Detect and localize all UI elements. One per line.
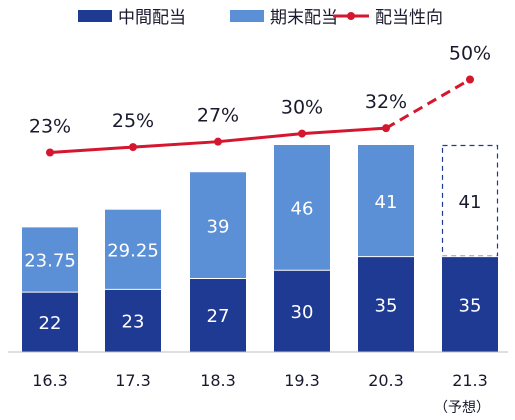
bar-label-year-end-18.3: 39 (207, 216, 230, 237)
payout-label-18.3: 27% (197, 105, 239, 127)
payout-label-17.3: 25% (112, 110, 154, 132)
bar-label-year-end-16.3: 23.75 (24, 251, 76, 272)
bar-label-interim-20.3: 35 (375, 295, 398, 316)
bar-year-end-forecast-21.3 (441, 144, 499, 257)
bar-label-interim-18.3: 27 (207, 306, 230, 327)
legend-label-1: 期末配当 (270, 8, 338, 28)
legend: 中間配当 期末配当 配当性向 (78, 8, 443, 28)
legend-marker-2 (347, 12, 355, 20)
bar-year-end-18.3 (190, 172, 246, 279)
payout-point-19.3 (298, 129, 306, 138)
x-axis-labels: 16.3 17.3 18.3 19.3 20.3 21.3 （予想） (32, 371, 490, 416)
payout-line-forecast (385, 78, 471, 130)
payout-point-20.3 (382, 124, 390, 133)
payout-label-21.3: 50% (449, 43, 491, 65)
x-tick-label-20.3: 20.3 (368, 371, 404, 390)
bar-interim-21.3 (442, 256, 498, 352)
bar-label-year-end-20.3: 41 (375, 192, 398, 213)
x-tick-label-17.3: 17.3 (115, 371, 151, 390)
bar-year-end-16.3 (22, 227, 78, 293)
payout-line: 23% 25% 27% 30% 32% 50% (29, 43, 491, 157)
bar-label-interim-16.3: 22 (39, 313, 62, 334)
x-tick-note-21.3: （予想） (434, 400, 490, 416)
payout-point-18.3 (214, 137, 222, 146)
legend-swatch-1 (230, 10, 264, 22)
bar-label-year-end-21.3: 41 (459, 192, 482, 213)
x-tick-label-16.3: 16.3 (32, 371, 68, 390)
payout-label-19.3: 30% (281, 97, 323, 119)
bar-label-interim-19.3: 30 (291, 302, 314, 323)
x-tick-label-21.3: 21.3 (452, 371, 488, 390)
payout-label-16.3: 23% (29, 116, 71, 138)
legend-label-2: 配当性向 (375, 8, 443, 28)
payout-point-16.3 (46, 148, 54, 157)
legend-label-0: 中間配当 (118, 8, 186, 28)
bar-interim-18.3 (190, 278, 246, 352)
bars: 22 23.75 23 29.25 27 39 30 46 35 41 35 41 (22, 144, 499, 352)
bar-year-end-17.3 (105, 209, 161, 290)
payout-point-21.3 (466, 75, 474, 84)
bar-label-interim-21.3: 35 (459, 295, 482, 316)
payout-label-20.3: 32% (365, 91, 407, 113)
bar-year-end-20.3 (358, 145, 414, 257)
bar-interim-16.3 (22, 292, 78, 352)
bar-interim-19.3 (274, 270, 330, 352)
bar-year-end-19.3 (274, 145, 330, 271)
x-tick-label-18.3: 18.3 (200, 371, 236, 390)
bar-interim-17.3 (105, 289, 161, 352)
legend-swatch-0 (78, 10, 112, 22)
bar-interim-20.3 (358, 256, 414, 352)
payout-point-17.3 (129, 143, 137, 152)
bar-label-year-end-17.3: 29.25 (107, 241, 159, 262)
bar-label-interim-17.3: 23 (122, 312, 145, 333)
bar-label-year-end-19.3: 46 (291, 199, 314, 220)
x-tick-label-19.3: 19.3 (284, 371, 320, 390)
